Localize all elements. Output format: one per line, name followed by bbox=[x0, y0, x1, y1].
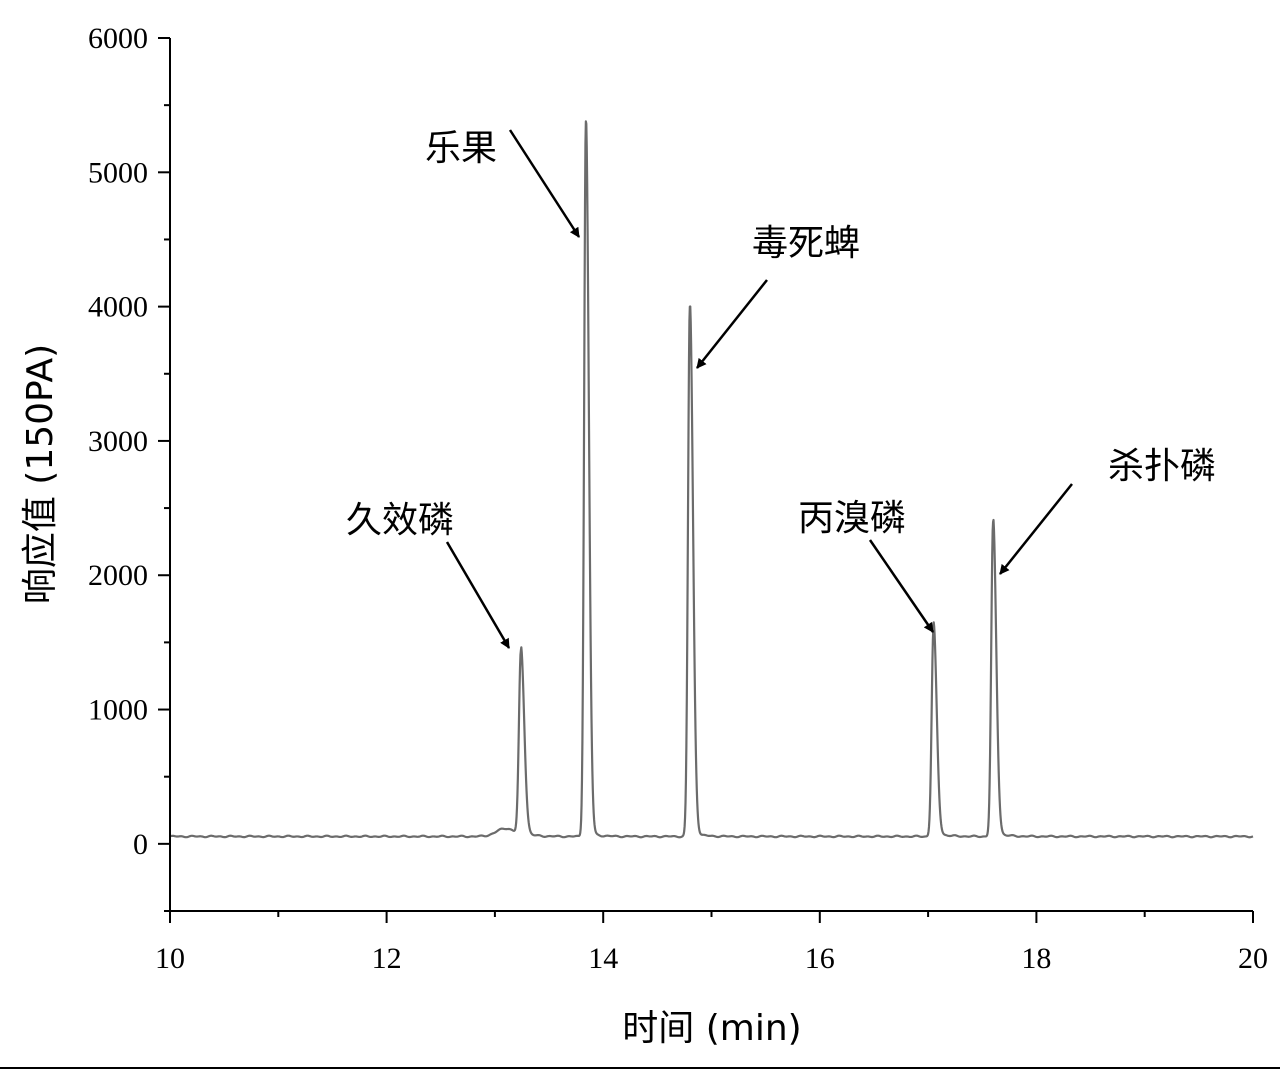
x-tick-label: 14 bbox=[588, 942, 618, 975]
y-tick-label: 2000 bbox=[88, 559, 148, 592]
annotation-monocrotophos: 久效磷 bbox=[346, 500, 511, 649]
annotation-arrow bbox=[999, 483, 1073, 575]
x-ticks: 10 12 14 16 18 20 bbox=[155, 911, 1268, 975]
annotation-label: 乐果 bbox=[425, 128, 497, 169]
annotation-arrow bbox=[696, 279, 768, 369]
x-tick-label: 16 bbox=[805, 942, 835, 975]
peak-annotations: 久效磷 乐果 毒死蜱 丙溴磷 杀扑磷 bbox=[346, 128, 1216, 649]
annotation-arrow bbox=[508, 129, 581, 238]
annotation-arrow bbox=[868, 539, 935, 633]
annotation-chlorpyrifos: 毒死蜱 bbox=[696, 223, 860, 369]
annotation-label: 久效磷 bbox=[346, 500, 454, 541]
plot-area bbox=[169, 120, 1254, 839]
y-tick-label: 4000 bbox=[88, 291, 148, 324]
annotation-dimethoate: 乐果 bbox=[425, 128, 581, 238]
annotation-label: 毒死蜱 bbox=[752, 223, 860, 264]
x-tick-label: 10 bbox=[155, 942, 185, 975]
y-axis: 0 1000 2000 3000 4000 5000 6000 bbox=[88, 22, 171, 912]
annotation-profenofos: 丙溴磷 bbox=[798, 498, 935, 633]
x-tick-label: 18 bbox=[1021, 942, 1051, 975]
annotation-arrow bbox=[445, 541, 511, 649]
annotation-methidathion: 杀扑磷 bbox=[999, 446, 1216, 575]
x-axis: 10 12 14 16 18 20 bbox=[155, 910, 1268, 975]
x-tick-label: 12 bbox=[372, 942, 402, 975]
y-ticks: 0 1000 2000 3000 4000 5000 6000 bbox=[88, 22, 170, 912]
y-tick-label: 0 bbox=[133, 828, 148, 861]
annotation-label: 丙溴磷 bbox=[798, 498, 906, 539]
annotation-label: 杀扑磷 bbox=[1108, 446, 1216, 487]
y-tick-label: 6000 bbox=[88, 22, 148, 55]
signal-trace bbox=[169, 120, 1254, 839]
y-tick-label: 3000 bbox=[88, 425, 148, 458]
x-axis-title: 时间 (min) bbox=[622, 1008, 801, 1049]
x-tick-label: 20 bbox=[1238, 942, 1268, 975]
y-tick-label: 1000 bbox=[88, 694, 148, 727]
y-tick-label: 5000 bbox=[88, 156, 148, 189]
y-axis-title: 响应值 (150PA) bbox=[20, 344, 61, 604]
